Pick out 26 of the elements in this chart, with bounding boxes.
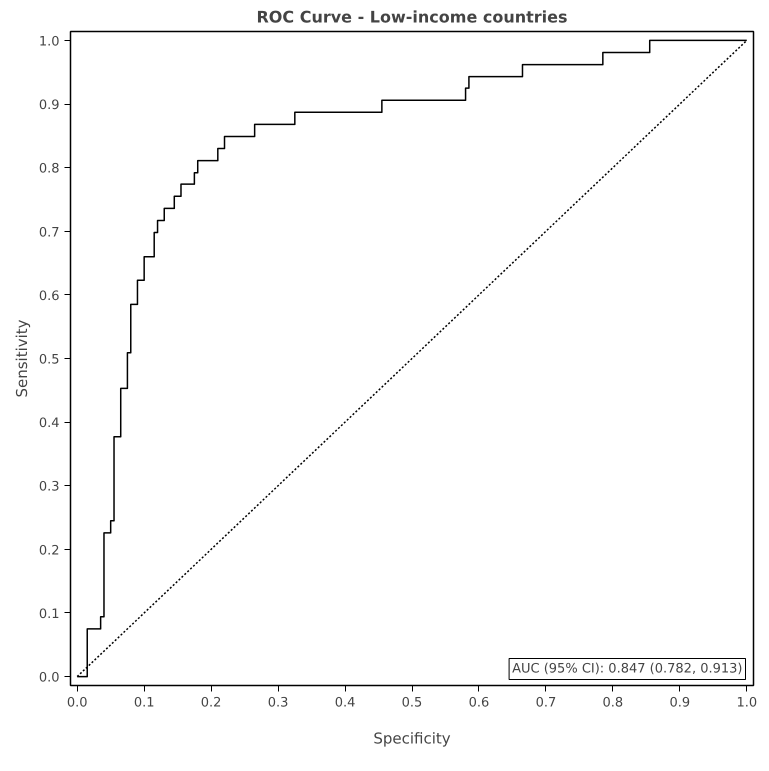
x-tick-label: 0.2 [200,696,222,710]
y-tick-label: 0.5 [38,352,60,368]
x-tick-label: 1.0 [736,696,758,710]
y-axis-title: Sensitivity [12,319,31,398]
x-tick-label: 0.5 [402,696,422,710]
x-axis-title: Specificity [373,730,451,748]
x-tick-label: 0.0 [66,696,88,710]
x-tick-label: 0.9 [670,696,690,710]
y-tick-label: 0.1 [38,606,60,622]
y-tick-label: 0.2 [38,543,60,558]
x-tick-label: 0.8 [602,696,624,710]
x-tick-label: 0.6 [468,696,490,710]
y-tick-label: 0.9 [38,98,60,114]
y-tick-label: 0.4 [38,416,60,432]
y-tick-label: 1.0 [38,34,60,50]
x-tick-label: 0.4 [334,696,356,710]
y-tick-label: 0.7 [38,225,60,240]
y-tick-label: 0.8 [38,162,60,177]
y-tick-label: 0.0 [38,670,60,686]
x-tick-label: 0.7 [536,696,556,710]
y-tick-label: 0.6 [38,288,60,304]
chart-title: ROC Curve - Low-income countries [256,8,568,26]
x-tick-label: 0.1 [134,696,155,710]
y-tick-label: 0.3 [38,480,60,495]
x-tick-label: 0.3 [268,696,288,710]
annotation: AUC (95% CI): 0.847 (0.782, 0.913) [512,662,743,676]
